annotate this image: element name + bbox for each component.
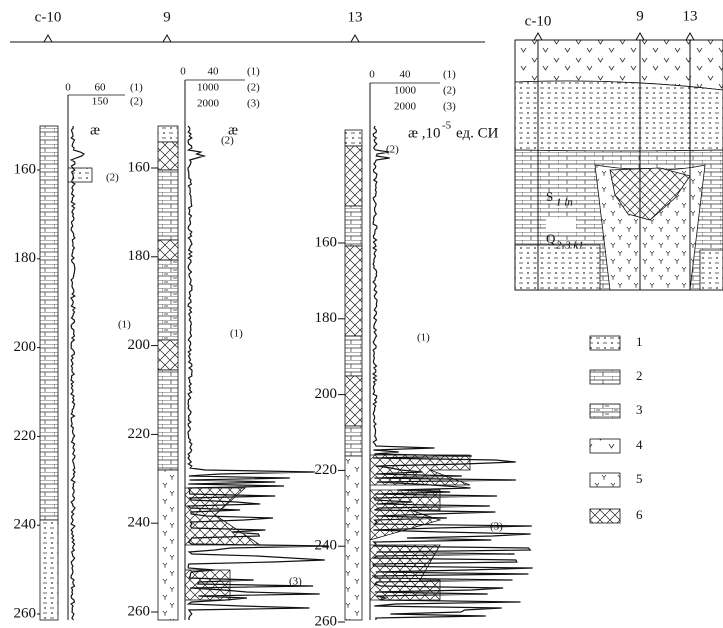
- well-markers: [44, 35, 359, 42]
- unit-index: 2-3 k1: [556, 240, 584, 252]
- curve-label: æ: [90, 122, 100, 138]
- unit-symbol: S: [546, 189, 553, 204]
- depth-label: 180: [315, 310, 338, 326]
- scale-label: (2): [443, 85, 456, 97]
- lithology-column: [40, 126, 92, 620]
- depth-label: 160: [315, 234, 338, 250]
- log-curve: [71, 126, 84, 620]
- scale-label: (1): [130, 82, 143, 94]
- well-label: 13: [348, 9, 363, 25]
- scale-label: 0: [180, 66, 186, 78]
- annotation: (1): [417, 332, 430, 344]
- legend-label: 4: [636, 437, 643, 452]
- scale-label: 2000: [197, 98, 220, 110]
- legend-label: 1: [636, 334, 643, 349]
- annotation: (1): [230, 328, 243, 340]
- scale-label: 40: [208, 66, 220, 78]
- well-label: 9: [163, 9, 171, 25]
- diagram: с-10 9 13 0 60 (1) 150 (2) æ (2) (1) 0 4…: [0, 0, 723, 628]
- depth-label: 200: [128, 337, 151, 353]
- legend: [590, 336, 620, 523]
- cross-section: [515, 40, 723, 290]
- depth-label: 240: [128, 515, 151, 531]
- depth-label: 200: [14, 339, 37, 355]
- curve-label: æ ,10: [408, 125, 441, 141]
- scale-label: 1000: [197, 82, 220, 94]
- legend-label: 3: [636, 402, 643, 417]
- page: {"profile": {"wells": ["с-10", "9", "13"…: [0, 0, 723, 628]
- section-well-label: 13: [683, 8, 698, 24]
- depth-label: 260: [128, 603, 151, 619]
- depth-label: 180: [14, 250, 37, 266]
- scale-label: 2000: [394, 101, 417, 113]
- scale-label: 1000: [394, 85, 417, 97]
- depth-label: 200: [315, 386, 338, 402]
- annotation: (2): [386, 144, 399, 156]
- scale-label: (1): [443, 69, 456, 81]
- depth-label: 220: [128, 426, 151, 442]
- depth-label: 160: [128, 159, 151, 175]
- scale-label: 40: [400, 69, 412, 81]
- section-well-label: 9: [636, 8, 644, 24]
- legend-label: 2: [636, 368, 643, 383]
- depth-label: 220: [315, 462, 338, 478]
- legend-label: 6: [636, 507, 643, 522]
- label-bg: [546, 218, 576, 232]
- scale-label: (3): [247, 98, 260, 110]
- legend-label: 5: [636, 471, 643, 486]
- well-label: с-10: [35, 9, 62, 25]
- unit-symbol: Q: [546, 231, 556, 246]
- annotation: (2): [221, 135, 234, 147]
- scale-label: (2): [247, 82, 260, 94]
- curve-label-unit: ед. СИ: [456, 125, 499, 141]
- depth-label: 240: [14, 517, 37, 533]
- scale-label: (1): [247, 66, 260, 78]
- curve-label-power: -5: [442, 120, 452, 132]
- section-well-label: с-10: [525, 13, 552, 29]
- depth-label: 160: [14, 161, 37, 177]
- scale-label: (2): [130, 96, 143, 108]
- log-curve: [373, 126, 533, 620]
- annotation: (1): [118, 319, 131, 331]
- scale-label: 0: [65, 82, 71, 94]
- log-curve: [188, 126, 329, 620]
- depth-label: 260: [315, 613, 338, 628]
- depth-label: 240: [315, 538, 338, 554]
- scale-label: (3): [443, 101, 456, 113]
- lithology-column: [158, 126, 260, 620]
- scale-label: 0: [369, 69, 375, 81]
- depth-label: 220: [14, 428, 37, 444]
- depth-label: 260: [14, 605, 37, 621]
- annotation: (2): [106, 172, 119, 184]
- unit-index: 1 ln: [556, 197, 573, 209]
- scale-label: 60: [95, 82, 107, 94]
- depth-label: 180: [128, 248, 151, 264]
- scale-label: 150: [92, 96, 109, 108]
